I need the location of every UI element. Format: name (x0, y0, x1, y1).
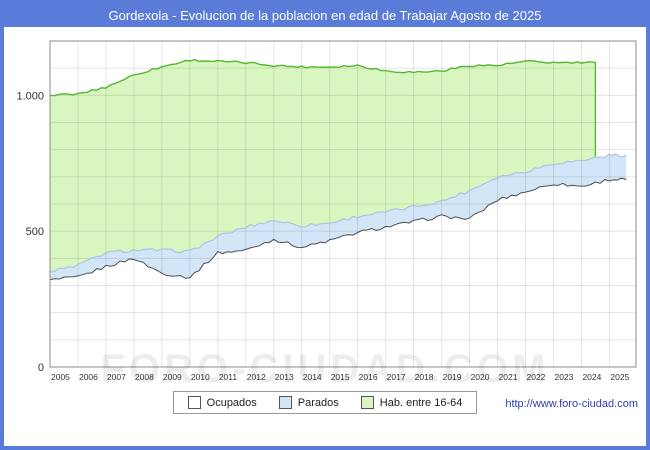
svg-text:1.000: 1.000 (16, 90, 44, 102)
svg-text:2011: 2011 (219, 372, 238, 382)
svg-text:2013: 2013 (275, 372, 294, 382)
svg-text:2005: 2005 (51, 372, 70, 382)
legend-swatch-hab-16-64 (360, 396, 374, 409)
svg-text:2012: 2012 (247, 372, 266, 382)
svg-text:2025: 2025 (610, 372, 629, 382)
area-chart: 0 500 1.000 2005 2006 2007 2008 2009 2010 2011 201… (16, 40, 637, 382)
svg-text:2019: 2019 (443, 372, 462, 382)
svg-text:2015: 2015 (331, 372, 350, 382)
legend-swatch-parados (278, 396, 292, 409)
svg-text:2009: 2009 (163, 372, 182, 382)
legend-swatch-ocupados (187, 396, 201, 409)
svg-text:2022: 2022 (527, 372, 546, 382)
legend-label-hab-16-64: Hab. entre 16-64 (379, 396, 463, 409)
chart-title: Gordexola - Evolucion de la poblacion en… (4, 4, 646, 27)
svg-text:2008: 2008 (135, 372, 154, 382)
svg-text:2020: 2020 (471, 372, 490, 382)
svg-text:0: 0 (38, 362, 44, 374)
svg-text:2017: 2017 (387, 372, 406, 382)
svg-text:2018: 2018 (415, 372, 434, 382)
svg-text:2016: 2016 (359, 372, 378, 382)
legend: Ocupados Parados Hab. entre 16-64 (4, 391, 646, 414)
legend-item-ocupados: Ocupados (187, 396, 257, 409)
legend-item-parados: Parados (278, 396, 339, 409)
svg-text:2024: 2024 (582, 372, 601, 382)
svg-text:2014: 2014 (303, 372, 322, 382)
svg-text:2021: 2021 (499, 372, 518, 382)
svg-text:2023: 2023 (554, 372, 573, 382)
footer-url-link[interactable]: http://www.foro-ciudad.com (505, 398, 638, 410)
legend-item-hab-16-64: Hab. entre 16-64 (360, 396, 463, 409)
svg-text:500: 500 (26, 226, 44, 238)
chart-content: 0 500 1.000 2005 2006 2007 2008 2009 2010 2011 201… (4, 27, 646, 414)
legend-box: Ocupados Parados Hab. entre 16-64 (172, 391, 478, 414)
legend-label-ocupados: Ocupados (206, 396, 257, 409)
legend-label-parados: Parados (297, 396, 339, 409)
svg-text:2006: 2006 (79, 372, 98, 382)
svg-text:2010: 2010 (191, 372, 210, 382)
svg-text:2007: 2007 (107, 372, 126, 382)
